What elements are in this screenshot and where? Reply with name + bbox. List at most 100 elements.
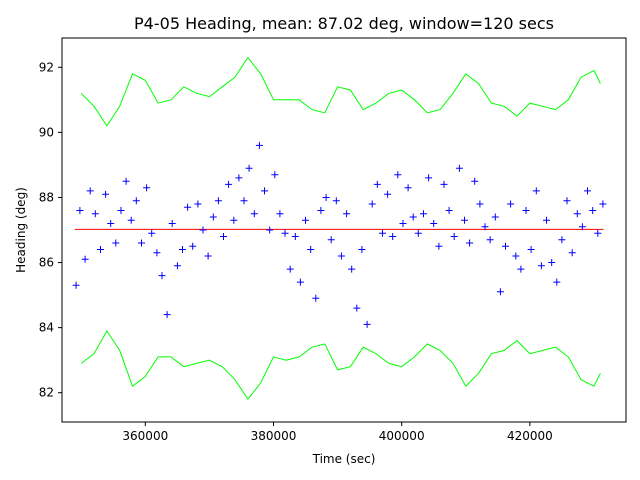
data-point — [455, 164, 463, 172]
chart-title: P4-05 Heading, mean: 87.02 deg, window=1… — [134, 14, 554, 33]
data-point — [158, 272, 166, 280]
data-point — [358, 246, 366, 253]
data-point — [322, 194, 330, 201]
data-point — [86, 187, 94, 195]
data-point — [302, 216, 309, 224]
data-point — [420, 210, 427, 218]
data-point — [281, 229, 289, 237]
data-point — [173, 262, 181, 270]
plot-layer — [72, 56, 607, 401]
x-axis-label: Time (sec) — [312, 452, 376, 466]
plot-frame — [61, 37, 627, 423]
y-tick-label: 88 — [39, 190, 54, 204]
data-point — [102, 190, 110, 198]
data-point — [502, 242, 509, 250]
data-point — [353, 304, 361, 312]
data-point — [163, 311, 171, 319]
y-tick-label: 84 — [39, 321, 54, 335]
upper-envelope-line — [80, 56, 601, 127]
data-point — [409, 213, 417, 221]
data-point — [76, 207, 84, 214]
data-point — [204, 252, 212, 260]
data-point — [143, 184, 151, 192]
data-point — [568, 249, 576, 257]
data-point — [225, 180, 233, 188]
data-point — [153, 249, 161, 257]
data-point — [363, 320, 371, 328]
data-point — [496, 288, 504, 296]
data-point — [389, 233, 397, 240]
x-tick-label: 360000 — [122, 429, 168, 443]
data-point — [148, 229, 156, 237]
data-point — [537, 262, 545, 270]
data-point — [235, 174, 243, 182]
data-point — [286, 265, 294, 273]
data-point — [399, 220, 407, 227]
data-point — [476, 200, 484, 208]
data-point — [548, 259, 556, 266]
data-point — [486, 236, 494, 244]
data-point — [404, 184, 412, 192]
data-point — [368, 200, 376, 208]
data-point — [112, 239, 120, 247]
data-point — [553, 278, 561, 286]
data-point — [91, 210, 99, 218]
data-point — [599, 200, 607, 208]
data-point — [440, 180, 448, 188]
data-point — [317, 207, 325, 214]
y-tick-label: 86 — [39, 256, 54, 270]
data-point — [168, 220, 176, 227]
y-tick-label: 92 — [39, 60, 54, 74]
data-point — [394, 171, 402, 179]
data-point — [563, 197, 571, 205]
data-point — [97, 246, 104, 253]
data-point — [558, 236, 566, 244]
data-point — [466, 239, 474, 247]
data-point — [266, 226, 274, 234]
data-point — [81, 255, 89, 263]
data-point — [199, 226, 207, 234]
data-point — [189, 242, 197, 250]
data-point — [343, 210, 351, 218]
data-point — [543, 216, 550, 224]
data-point — [312, 294, 320, 302]
data-point — [491, 213, 499, 221]
data-point — [220, 233, 227, 240]
y-tick-label: 82 — [39, 386, 54, 400]
data-point — [291, 233, 299, 240]
data-point — [384, 190, 392, 198]
data-point — [337, 252, 345, 260]
data-point — [348, 265, 356, 273]
data-point — [507, 200, 515, 208]
data-point — [471, 177, 479, 185]
data-point — [414, 229, 422, 237]
data-point — [132, 197, 140, 205]
data-point — [589, 207, 597, 214]
data-point — [517, 265, 525, 273]
data-point — [240, 197, 248, 205]
data-point — [127, 216, 135, 224]
axis-layer: 360000 380000 400000 420000 82 84 86 88 90 92 — [39, 60, 553, 443]
data-point — [425, 174, 433, 182]
data-point — [107, 220, 115, 227]
data-point — [332, 197, 340, 205]
x-tick-label: 400000 — [379, 429, 425, 443]
data-point — [435, 242, 443, 250]
data-point — [184, 203, 192, 211]
data-point — [327, 236, 335, 244]
data-point — [461, 216, 468, 224]
y-axis-label: Heading (deg) — [14, 187, 28, 273]
data-point — [522, 207, 530, 214]
data-point — [255, 141, 263, 149]
data-point — [512, 252, 520, 260]
data-point — [194, 200, 202, 208]
data-point — [307, 246, 315, 253]
data-point — [214, 197, 222, 205]
y-tick-label: 90 — [39, 125, 54, 139]
data-point — [138, 239, 145, 247]
data-point — [245, 164, 253, 172]
data-point — [532, 187, 540, 195]
lower-envelope-line — [80, 329, 601, 401]
data-point — [179, 246, 186, 253]
